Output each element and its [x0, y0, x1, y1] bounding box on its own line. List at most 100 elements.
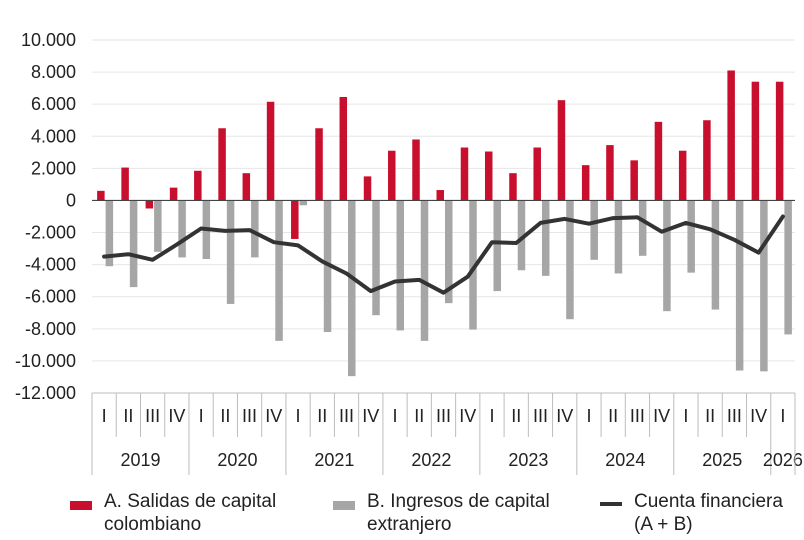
bar-salidas	[484, 151, 493, 201]
bar-salidas	[678, 150, 687, 201]
y-tick-label: -12.000	[15, 383, 76, 403]
x-tick-quarter: IV	[750, 406, 767, 426]
x-tick-year: 2026	[763, 450, 803, 470]
bar-ingresos	[129, 200, 138, 288]
y-tick-label: -8.000	[25, 319, 76, 339]
y-tick-label: -4.000	[25, 255, 76, 275]
x-tick-quarter: I	[296, 406, 301, 426]
bar-salidas	[630, 160, 638, 201]
x-tick-quarter: III	[727, 406, 742, 426]
bar-salidas	[97, 190, 105, 201]
x-tick-year: 2023	[508, 450, 548, 470]
legend-label-salidas: A. Salidas de capital colombiano	[104, 491, 277, 535]
y-tick-label: 0	[66, 190, 76, 210]
x-tick-year: 2022	[411, 450, 451, 470]
bar-ingresos	[299, 200, 308, 206]
bar-salidas	[169, 187, 178, 201]
legend-swatch-cuenta	[600, 502, 622, 506]
x-tick-quarter: IV	[556, 406, 573, 426]
x-tick-quarter: III	[630, 406, 645, 426]
line-cuenta-financiera	[102, 214, 785, 295]
x-tick-quarter: II	[511, 406, 521, 426]
bar-ingresos	[638, 200, 647, 256]
legend-label-cuenta: Cuenta financiera (A + B)	[634, 491, 783, 535]
bar-ingresos	[711, 200, 720, 310]
bar-ingresos	[178, 200, 186, 258]
bar-salidas	[509, 173, 517, 201]
bar-ingresos	[614, 200, 623, 274]
x-tick-quarter: I	[489, 406, 494, 426]
bar-salidas	[266, 101, 275, 201]
x-tick-quarter: III	[339, 406, 354, 426]
x-tick-quarter: II	[123, 406, 133, 426]
bar-ingresos	[251, 200, 259, 258]
legend-swatch-ingresos	[333, 501, 355, 510]
legend-label-ingresos: B. Ingresos de capital extranjero	[367, 491, 550, 535]
x-tick-quarter: III	[436, 406, 451, 426]
x-tick-quarter: I	[102, 406, 107, 426]
bar-ingresos	[275, 200, 283, 341]
x-tick-quarter: IV	[168, 406, 185, 426]
bar-salidas	[460, 147, 469, 201]
bar-ingresos	[372, 200, 380, 316]
bar-ingresos	[396, 200, 405, 331]
bar-ingresos	[784, 200, 792, 335]
y-axis-ticks: 10.000 8.000 6.000 4.000 2.000 0 -2.000 -4.000 -…	[15, 30, 76, 403]
bar-salidas	[145, 200, 154, 209]
series-salidas-bars	[97, 70, 784, 239]
y-tick-label: 10.000	[21, 30, 76, 50]
bar-salidas	[363, 176, 372, 201]
x-tick-quarter: III	[533, 406, 548, 426]
x-tick-quarter: II	[317, 406, 327, 426]
bar-ingresos	[469, 200, 477, 330]
bar-ingresos	[420, 200, 429, 341]
legend: A. Salidas de capital colombiano B. Ingr…	[0, 490, 804, 540]
y-tick-label: -10.000	[15, 351, 76, 371]
bar-ingresos	[566, 200, 574, 320]
bar-salidas	[339, 96, 348, 201]
bar-salidas	[533, 147, 541, 201]
bar-ingresos	[663, 200, 671, 312]
x-tick-quarter: III	[145, 406, 160, 426]
x-tick-quarter: IV	[653, 406, 670, 426]
bar-salidas	[315, 128, 323, 201]
bar-salidas	[727, 70, 735, 201]
x-axis: I II III IV I II III IV I II III IV I II III IV I II III IV…	[91, 199, 803, 475]
x-tick-quarter: I	[586, 406, 591, 426]
legend-swatch-salidas	[70, 501, 92, 510]
legend-item-ingresos: B. Ingresos de capital extranjero	[333, 490, 587, 536]
bar-salidas	[291, 200, 299, 239]
bar-ingresos	[590, 200, 598, 260]
y-tick-label: 2.000	[31, 158, 76, 178]
bar-ingresos	[348, 200, 356, 377]
x-tick-quarter: IV	[265, 406, 282, 426]
y-tick-label: 6.000	[31, 94, 76, 114]
legend-item-cuenta: Cuenta financiera (A + B)	[600, 490, 804, 536]
series-cuenta-line	[102, 214, 785, 295]
x-tick-quarter: I	[683, 406, 688, 426]
x-tick-year: 2020	[217, 450, 257, 470]
x-tick-year: 2021	[314, 450, 354, 470]
bar-salidas	[218, 128, 226, 201]
bar-salidas	[121, 167, 129, 201]
bar-salidas	[751, 81, 760, 201]
bar-salidas	[388, 150, 396, 201]
x-tick-year: 2019	[120, 450, 160, 470]
bar-ingresos	[517, 200, 526, 271]
bar-salidas	[581, 165, 590, 201]
x-tick-quarter: IV	[459, 406, 476, 426]
bar-salidas	[436, 190, 444, 201]
bar-ingresos	[105, 200, 114, 267]
bar-salidas	[775, 81, 784, 201]
y-tick-label: -6.000	[25, 287, 76, 307]
x-tick-quarter: I	[199, 406, 204, 426]
x-tick-quarter: II	[220, 406, 230, 426]
chart: 10.000 8.000 6.000 4.000 2.000 0 -2.000 -4.000 -…	[15, 30, 803, 475]
y-tick-label: 4.000	[31, 126, 76, 146]
bar-ingresos	[226, 200, 235, 304]
y-tick-label: -2.000	[25, 223, 76, 243]
bar-ingresos	[154, 200, 162, 252]
x-tick-quarter: II	[414, 406, 424, 426]
bar-salidas	[654, 121, 663, 201]
x-tick-quarter: IV	[362, 406, 379, 426]
